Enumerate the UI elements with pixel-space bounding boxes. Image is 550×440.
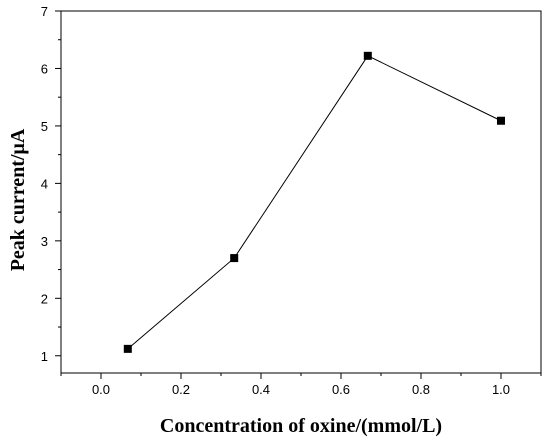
data-point-marker [363, 51, 372, 60]
y-tick-label: 3 [41, 234, 48, 249]
tick-labels: 0.0 0.2 0.4 0.6 0.8 1.0 1 2 3 4 5 6 7 [41, 4, 510, 397]
y-tick-label: 7 [41, 4, 48, 19]
y-tick-label: 1 [41, 349, 48, 364]
x-tick-label: 0.2 [172, 382, 190, 397]
data-point-marker [123, 344, 132, 353]
plot-frame [60, 10, 542, 374]
x-tick-label: 1.0 [492, 382, 510, 397]
y-tick-label: 2 [41, 291, 48, 306]
data-series [123, 51, 505, 353]
x-tick-label: 0.8 [412, 382, 430, 397]
data-point-marker [497, 116, 505, 125]
x-tick-label: 0.6 [332, 382, 350, 397]
x-tick-label: 0.4 [252, 382, 270, 397]
data-point-marker [230, 254, 239, 263]
x-axis-title: Concentration of oxine/(mmol/L) [160, 415, 442, 437]
y-tick-label: 4 [41, 176, 48, 191]
y-axis-title: Peak current/μA [7, 128, 29, 271]
x-tick-label: 0.0 [92, 382, 110, 397]
y-tick-label: 5 [41, 119, 48, 134]
plot-border [60, 10, 542, 374]
y-tick-label: 6 [41, 61, 48, 76]
series-line [127, 55, 502, 350]
axis-ticks [55, 10, 542, 379]
